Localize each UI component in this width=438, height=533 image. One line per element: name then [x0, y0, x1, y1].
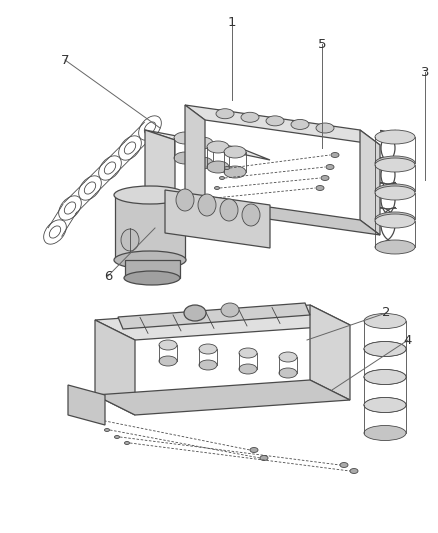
- Polygon shape: [118, 303, 310, 329]
- Ellipse shape: [364, 369, 406, 384]
- Polygon shape: [310, 305, 350, 400]
- Ellipse shape: [224, 166, 246, 178]
- Text: 5: 5: [318, 37, 326, 51]
- Ellipse shape: [199, 344, 217, 354]
- Ellipse shape: [159, 340, 177, 350]
- Ellipse shape: [209, 197, 215, 199]
- Ellipse shape: [364, 369, 406, 384]
- Ellipse shape: [184, 305, 206, 321]
- Ellipse shape: [191, 157, 213, 169]
- Polygon shape: [95, 305, 350, 340]
- Ellipse shape: [375, 158, 415, 172]
- Ellipse shape: [121, 229, 139, 251]
- Ellipse shape: [364, 398, 406, 413]
- Text: 4: 4: [404, 334, 412, 346]
- Ellipse shape: [105, 429, 110, 432]
- Text: 2: 2: [382, 306, 390, 319]
- Ellipse shape: [174, 152, 196, 164]
- Ellipse shape: [124, 441, 130, 445]
- Polygon shape: [185, 195, 380, 235]
- Text: 3: 3: [421, 66, 429, 78]
- Text: 1: 1: [228, 15, 236, 28]
- Ellipse shape: [191, 137, 213, 149]
- Ellipse shape: [114, 251, 186, 269]
- Ellipse shape: [241, 112, 259, 122]
- Ellipse shape: [207, 161, 229, 173]
- Ellipse shape: [375, 240, 415, 254]
- Ellipse shape: [364, 313, 406, 328]
- Ellipse shape: [375, 156, 415, 170]
- Ellipse shape: [198, 194, 216, 216]
- Polygon shape: [360, 130, 380, 235]
- Ellipse shape: [242, 204, 260, 226]
- Ellipse shape: [114, 186, 186, 204]
- Ellipse shape: [207, 141, 229, 153]
- Ellipse shape: [364, 342, 406, 357]
- Ellipse shape: [375, 214, 415, 228]
- Ellipse shape: [364, 342, 406, 357]
- Ellipse shape: [364, 398, 406, 413]
- Polygon shape: [125, 260, 180, 278]
- Ellipse shape: [321, 175, 329, 181]
- Ellipse shape: [124, 271, 180, 285]
- Polygon shape: [145, 130, 175, 200]
- Ellipse shape: [316, 123, 334, 133]
- Ellipse shape: [225, 166, 230, 169]
- Ellipse shape: [95, 418, 99, 422]
- Ellipse shape: [375, 184, 415, 198]
- Polygon shape: [185, 105, 205, 210]
- Ellipse shape: [239, 364, 257, 374]
- Ellipse shape: [250, 448, 258, 453]
- Polygon shape: [165, 190, 270, 248]
- Ellipse shape: [239, 348, 257, 358]
- Ellipse shape: [326, 165, 334, 169]
- Polygon shape: [68, 385, 105, 425]
- Ellipse shape: [216, 109, 234, 119]
- Ellipse shape: [215, 187, 219, 190]
- Ellipse shape: [340, 463, 348, 467]
- Polygon shape: [145, 130, 270, 160]
- Ellipse shape: [176, 189, 194, 211]
- Ellipse shape: [220, 199, 238, 221]
- Ellipse shape: [279, 352, 297, 362]
- Ellipse shape: [364, 425, 406, 440]
- Ellipse shape: [221, 303, 239, 317]
- Polygon shape: [95, 380, 350, 415]
- Ellipse shape: [260, 456, 268, 461]
- Ellipse shape: [331, 152, 339, 157]
- Ellipse shape: [174, 132, 196, 144]
- Ellipse shape: [375, 212, 415, 226]
- Ellipse shape: [114, 435, 120, 439]
- Ellipse shape: [375, 186, 415, 200]
- Text: 7: 7: [61, 53, 69, 67]
- Ellipse shape: [266, 116, 284, 126]
- Ellipse shape: [159, 356, 177, 366]
- Ellipse shape: [224, 146, 246, 158]
- Ellipse shape: [375, 130, 415, 144]
- Ellipse shape: [199, 360, 217, 370]
- Polygon shape: [185, 105, 380, 145]
- Polygon shape: [95, 320, 135, 415]
- Polygon shape: [115, 195, 185, 260]
- Ellipse shape: [279, 368, 297, 378]
- Text: 6: 6: [104, 270, 112, 282]
- Ellipse shape: [219, 176, 225, 180]
- Ellipse shape: [316, 185, 324, 190]
- Ellipse shape: [350, 469, 358, 473]
- Ellipse shape: [291, 119, 309, 130]
